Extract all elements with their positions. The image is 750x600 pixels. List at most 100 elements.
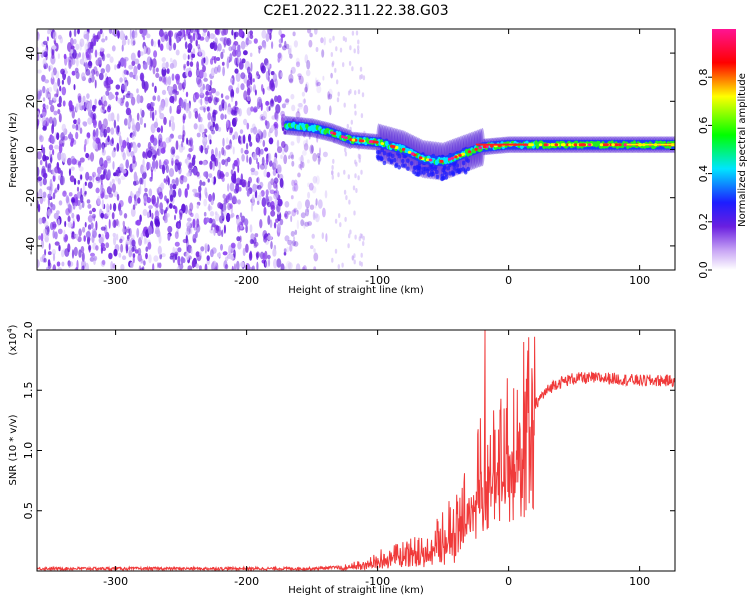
noise-blob	[344, 151, 348, 157]
noise-blob	[154, 109, 157, 116]
noise-blob	[67, 221, 73, 228]
noise-blob	[58, 143, 63, 154]
noise-blob	[290, 230, 295, 237]
noise-blob	[38, 192, 42, 199]
noise-blob	[240, 215, 246, 223]
noise-blob	[272, 248, 277, 257]
noise-blob	[61, 152, 67, 163]
signal-hotspot	[611, 143, 615, 147]
noise-blob	[313, 252, 319, 262]
noise-blob	[88, 77, 92, 84]
noise-blob	[81, 252, 85, 262]
noise-blob	[348, 233, 351, 239]
noise-blob	[247, 66, 251, 75]
noise-blob	[247, 40, 252, 45]
noise-blob	[75, 71, 80, 80]
noise-blob	[104, 194, 109, 200]
noise-blob	[203, 211, 207, 217]
noise-blob	[139, 95, 144, 104]
noise-blob	[358, 236, 361, 242]
noise-blob	[68, 168, 72, 177]
noise-blob	[284, 266, 287, 270]
noise-blob	[226, 37, 232, 47]
noise-blob	[142, 29, 147, 36]
noise-blob	[328, 88, 333, 97]
noise-blob	[70, 196, 76, 204]
noise-blob	[355, 30, 359, 36]
noise-blob	[175, 155, 180, 161]
noise-blob	[153, 121, 159, 129]
noise-blob	[296, 210, 299, 215]
noise-blob	[278, 38, 283, 44]
noise-blob	[146, 197, 152, 204]
noise-blob	[186, 221, 192, 229]
noise-blob	[200, 246, 205, 252]
noise-blob	[42, 191, 47, 199]
signal-speck	[422, 170, 426, 175]
noise-blob	[151, 111, 155, 122]
noise-blob	[186, 60, 190, 67]
noise-blob	[328, 38, 332, 44]
noise-blob	[316, 81, 321, 87]
noise-blob	[212, 121, 216, 128]
noise-blob	[128, 250, 132, 258]
noise-blob	[293, 208, 297, 213]
noise-blob	[195, 67, 200, 78]
noise-blob	[343, 189, 347, 195]
noise-blob	[307, 182, 311, 188]
noise-blob	[283, 130, 287, 135]
noise-blob	[179, 175, 184, 185]
noise-blob	[161, 253, 166, 258]
noise-blob	[189, 61, 194, 67]
noise-blob	[290, 215, 293, 223]
noise-blob	[248, 72, 253, 81]
noise-blob	[303, 104, 309, 115]
noise-blob	[122, 169, 127, 174]
noise-blob	[221, 213, 225, 219]
noise-blob	[217, 252, 221, 258]
noise-blob	[157, 262, 160, 269]
colorbar-tick-label: 0.8	[697, 68, 710, 86]
noise-blob	[43, 51, 48, 58]
noise-blob	[302, 150, 307, 156]
noise-blob	[67, 75, 71, 86]
noise-blob	[234, 117, 238, 123]
noise-blob	[156, 196, 159, 205]
noise-blob	[225, 264, 229, 270]
noise-blob	[252, 183, 257, 193]
noise-blob	[152, 201, 157, 207]
y-tick-label: 0.5	[22, 502, 35, 520]
noise-blob	[152, 263, 155, 270]
noise-blob	[297, 172, 301, 178]
noise-blob	[67, 215, 71, 222]
noise-blob	[301, 161, 305, 169]
noise-blob	[246, 189, 250, 197]
noise-blob	[174, 251, 179, 256]
noise-blob	[106, 209, 111, 217]
noise-blob	[202, 29, 208, 33]
noise-blob	[100, 233, 105, 243]
noise-blob	[353, 259, 356, 265]
noise-blob	[298, 156, 304, 162]
noise-blob	[307, 191, 311, 199]
noise-blob	[292, 186, 296, 192]
noise-blob	[139, 267, 144, 270]
noise-blob	[157, 39, 161, 48]
noise-blob	[334, 218, 338, 224]
noise-blob	[78, 204, 82, 210]
noise-blob	[163, 159, 169, 166]
spectrogram-signal	[283, 115, 675, 182]
noise-blob	[174, 162, 179, 173]
noise-blob	[315, 175, 320, 185]
noise-blob	[131, 246, 135, 252]
noise-blob	[252, 126, 258, 135]
noise-blob	[309, 204, 315, 210]
noise-blob	[192, 154, 196, 160]
noise-blob	[73, 29, 77, 37]
noise-blob	[337, 264, 340, 270]
noise-blob	[125, 159, 129, 169]
noise-blob	[263, 169, 268, 177]
noise-blob	[251, 265, 255, 270]
noise-blob	[225, 145, 231, 150]
noise-blob	[128, 195, 133, 204]
